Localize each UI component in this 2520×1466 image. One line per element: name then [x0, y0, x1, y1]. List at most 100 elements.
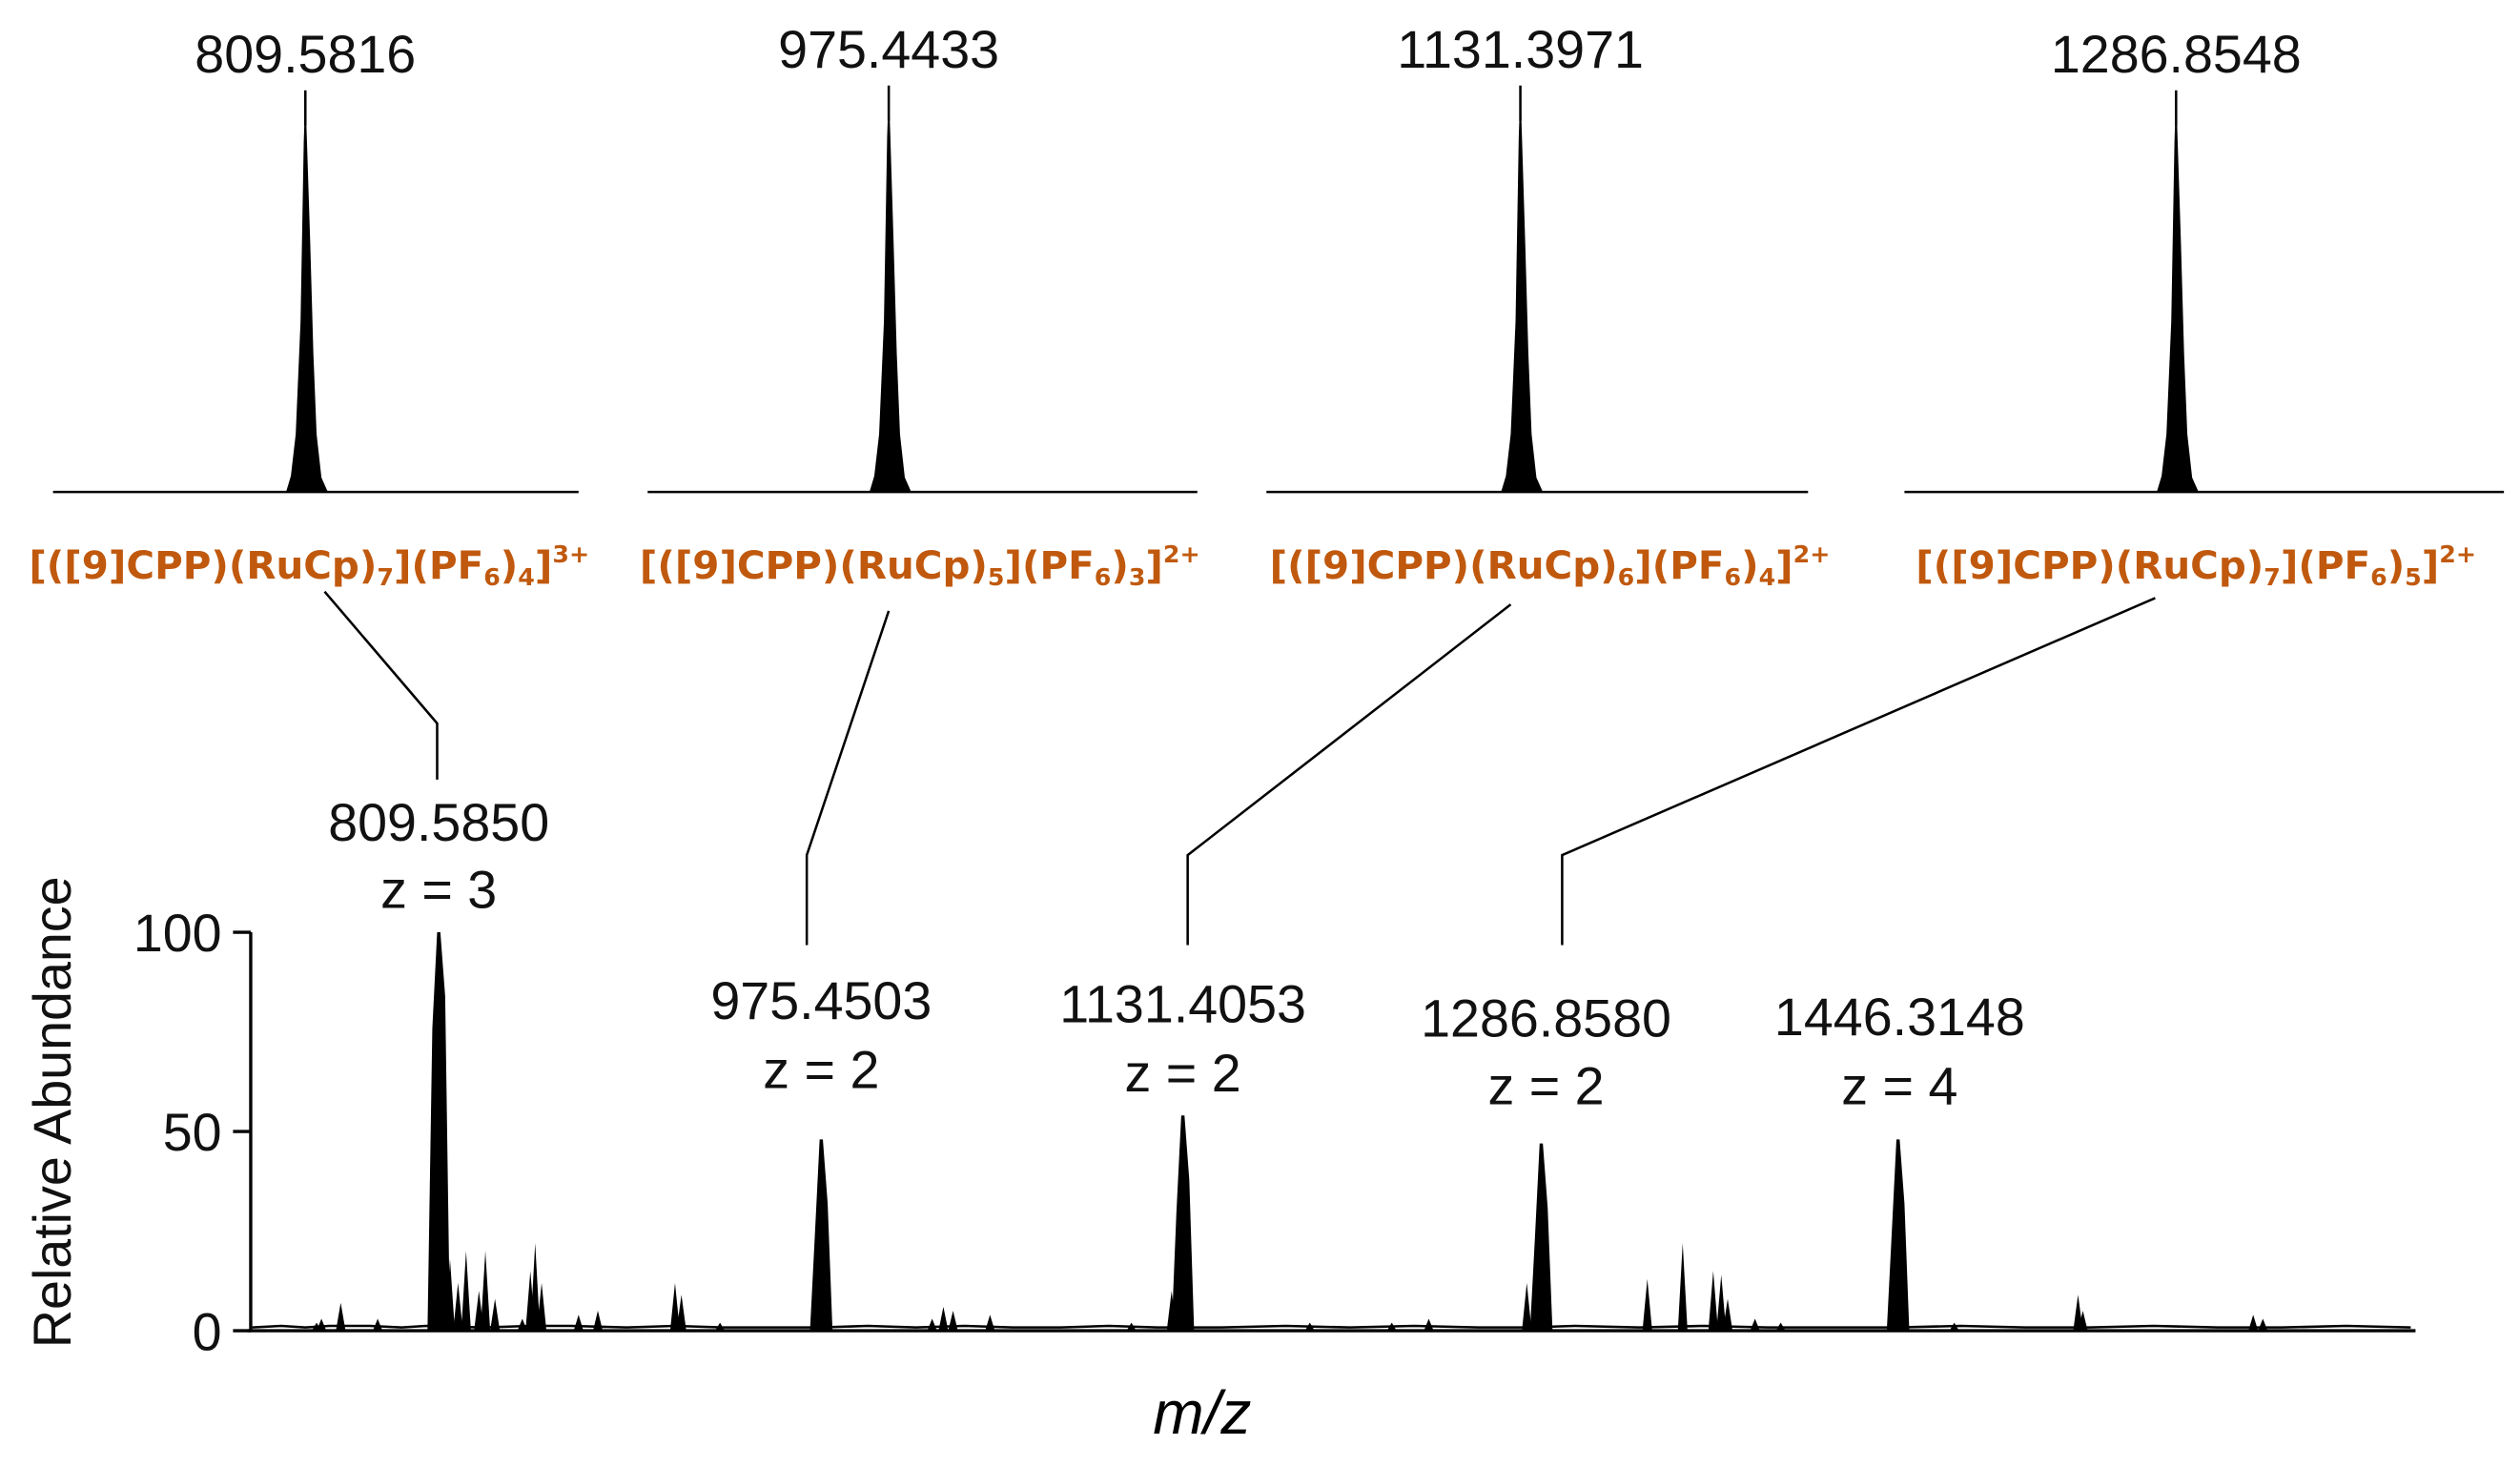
minor-peak: [715, 1322, 726, 1332]
minor-peak: [1304, 1322, 1315, 1332]
minor-peak: [676, 1294, 686, 1332]
formula-segment: 4: [518, 563, 535, 591]
formula-segment: [9]CPP: [1951, 542, 2098, 588]
formula-segment: ): [359, 542, 377, 588]
formula-segment: ): [1600, 542, 1617, 588]
inset-formula-4: [([9]CPP)(RuCp)7](PF6)5]2+: [1916, 540, 2476, 591]
inset-mz-label-4: 1286.8548: [2051, 25, 2302, 84]
minor-peak: [948, 1311, 958, 1332]
inset-formula-1: [([9]CPP)(RuCp)7](PF6)4]3+: [29, 540, 589, 591]
peak-label-mz-1131: 1131.4053: [1059, 974, 1306, 1033]
minor-peaks: [312, 1171, 2268, 1332]
formula-segment: ): [1741, 542, 1758, 588]
formula-segment: [(: [1916, 542, 1951, 588]
formula-segment: PF: [1670, 542, 1724, 588]
x-axis-label: m/z: [1153, 1378, 1251, 1447]
formula-segment: 5: [988, 563, 1005, 591]
inset-formula-3: [([9]CPP)(RuCp)6](PF6)4]2+: [1270, 540, 1831, 591]
peak-975: [809, 1139, 833, 1332]
peak-label-z-1446: z = 4: [1841, 1056, 1957, 1115]
formula-segment: PF: [1039, 542, 1094, 588]
formula-segment: ]: [2422, 542, 2439, 588]
minor-peak: [1775, 1322, 1786, 1332]
peak-1286: [1529, 1143, 1553, 1332]
minor-peak: [517, 1318, 527, 1332]
formula-segment: 6: [1095, 563, 1112, 591]
minor-peak: [1708, 1271, 1718, 1332]
formula-segment: [9]CPP: [675, 542, 822, 588]
formula-segment: )(: [211, 542, 246, 588]
formula-segment: PF: [429, 542, 483, 588]
formula-segment: [(: [29, 542, 64, 588]
formula-segment: ]: [535, 542, 552, 588]
plot-axes: [233, 930, 2416, 1333]
peak-1446: [1886, 1139, 1910, 1332]
minor-peak: [1949, 1322, 1959, 1332]
formula-segment: 6: [2370, 563, 2387, 591]
connector-809: [323, 590, 439, 780]
minor-peak: [373, 1318, 383, 1332]
peak-label-z-1131: z = 2: [1125, 1044, 1241, 1103]
formula-segment: 2+: [2439, 540, 2476, 568]
peak-label-z-975: z = 2: [763, 1041, 879, 1100]
y-tick-label-0: 0: [193, 1302, 222, 1361]
formula-segment: 3+: [552, 540, 589, 568]
formula-segment: ): [2387, 542, 2405, 588]
formula-segment: 6: [483, 563, 501, 591]
formula-segment: RuCp: [246, 542, 359, 588]
isotope-envelope: [1501, 89, 1544, 493]
peak-label-mz-1286: 1286.8580: [1421, 989, 1671, 1049]
formula-segment: [(: [640, 542, 675, 588]
formula-segment: 4: [1759, 563, 1776, 591]
formula-segment: 2+: [1163, 540, 1200, 568]
formula-segment: 7: [2264, 563, 2281, 591]
connector-975: [805, 610, 891, 946]
peak-1131: [1171, 1115, 1195, 1332]
connector-1286: [1561, 597, 2156, 946]
peak-label-mz-975: 975.4503: [710, 971, 932, 1030]
connector-lines: [323, 590, 2156, 946]
minor-peak: [1722, 1298, 1733, 1332]
formula-segment: PF: [2316, 542, 2370, 588]
minor-peak: [1126, 1322, 1137, 1332]
formula-segment: [9]CPP: [1305, 542, 1452, 588]
inset-mz-label-2: 975.4433: [778, 20, 999, 79]
minor-peak: [573, 1314, 584, 1332]
minor-peak: [938, 1306, 949, 1332]
formula-segment: ): [2246, 542, 2264, 588]
isotope-insets: 809.5816 975.4433 1131.3971 1286.8548: [52, 20, 2505, 494]
formula-segment: 3: [1129, 563, 1146, 591]
minor-peak: [1386, 1322, 1397, 1332]
formula-segment: 2+: [1793, 540, 1831, 568]
peak-label-z-809: z = 3: [380, 861, 497, 920]
minor-peak: [336, 1302, 346, 1332]
formula-segment: ](: [394, 542, 429, 588]
peak-label-z-1286: z = 2: [1487, 1056, 1604, 1115]
isotope-envelope: [286, 93, 328, 493]
minor-peak: [927, 1318, 937, 1332]
peak-809: [427, 932, 450, 1332]
minor-peak: [2258, 1318, 2268, 1332]
inset-mz-label-1: 809.5816: [195, 25, 416, 84]
formula-segment: RuCp: [1487, 542, 1601, 588]
inset-mz-label-3: 1131.3971: [1397, 20, 1644, 79]
minor-peak: [317, 1318, 327, 1332]
formula-segment: RuCp: [2133, 542, 2246, 588]
peak-label-mz-1446: 1446.3148: [1774, 988, 2025, 1047]
minor-peak: [490, 1298, 501, 1332]
connector-1131: [1186, 603, 1512, 946]
formula-segment: )(: [1452, 542, 1487, 588]
minor-peak: [1522, 1282, 1532, 1332]
isotope-envelope: [2157, 93, 2199, 493]
minor-peak: [536, 1282, 547, 1332]
formula-segment: [9]CPP: [64, 542, 211, 588]
formula-segment: ](: [2281, 542, 2316, 588]
minor-peak: [1642, 1278, 1652, 1332]
minor-peak: [669, 1282, 681, 1332]
formula-segment: ]: [1145, 542, 1162, 588]
formula-segment: ): [1111, 542, 1128, 588]
main-peak-labels: 809.5850 z = 3 975.4503 z = 2 1131.4053 …: [328, 793, 2025, 1115]
minor-peak: [453, 1282, 463, 1332]
minor-peak: [480, 1251, 491, 1332]
